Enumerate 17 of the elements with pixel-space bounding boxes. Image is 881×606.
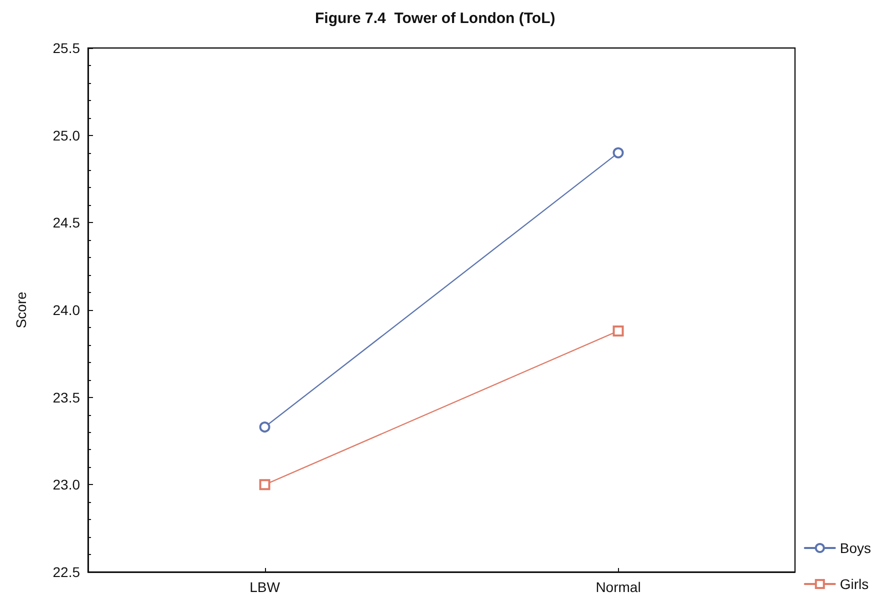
y-tick-label: 22.5 bbox=[52, 564, 80, 580]
y-tick-label: 25.0 bbox=[52, 127, 80, 144]
legend-label: Girls bbox=[840, 576, 869, 592]
chart-title: Figure 7.4 Tower of London (ToL) bbox=[315, 10, 556, 27]
y-axis-title: Score bbox=[13, 292, 29, 328]
y-tick-label: 23.5 bbox=[52, 389, 80, 406]
y-tick-label: 23.0 bbox=[52, 476, 80, 493]
x-tick-label: LBW bbox=[250, 579, 281, 595]
y-tick-label: 24.5 bbox=[52, 214, 80, 231]
y-tick-label: 25.5 bbox=[52, 40, 80, 56]
point bbox=[259, 479, 270, 490]
point bbox=[612, 325, 624, 336]
y-tick-label: 24.0 bbox=[52, 302, 80, 318]
point bbox=[259, 422, 270, 433]
x-tick-label: Normal bbox=[596, 579, 641, 595]
legend-label: Boys bbox=[840, 540, 871, 556]
point bbox=[612, 147, 624, 158]
